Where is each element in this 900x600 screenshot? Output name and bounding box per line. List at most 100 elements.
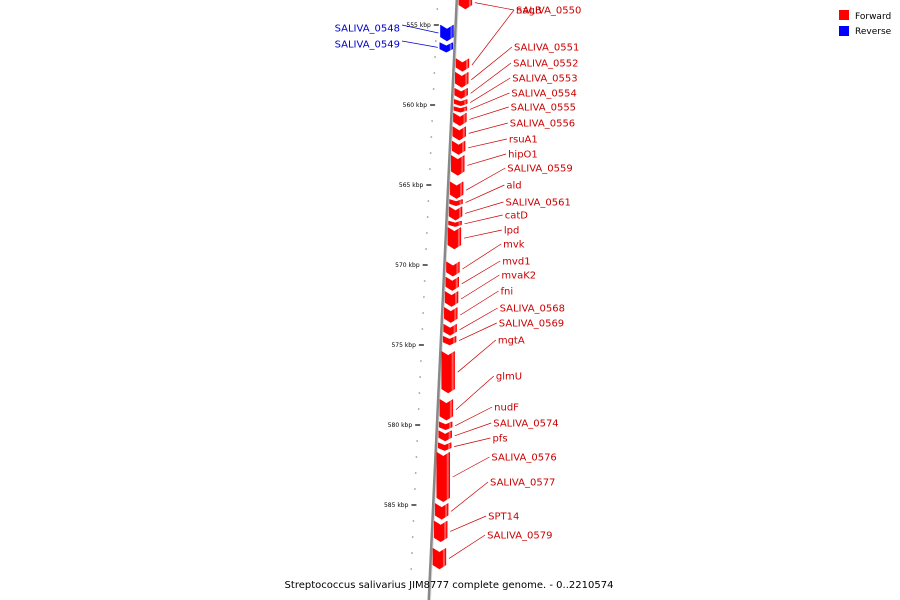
gene-arrow[interactable]: [455, 71, 469, 88]
tick-label: 580 kbp: [388, 422, 413, 429]
gene-arrow[interactable]: [437, 442, 452, 451]
gene-label[interactable]: glmU: [496, 372, 522, 383]
gene-shading: [460, 182, 463, 198]
label-leader: [460, 290, 499, 316]
gene-arrow[interactable]: [442, 335, 457, 346]
gene-arrow[interactable]: [453, 106, 468, 113]
gene-label[interactable]: rsuA1: [509, 135, 538, 146]
gene-label[interactable]: mvaK2: [501, 271, 536, 282]
gene-label[interactable]: hipO1: [508, 150, 538, 161]
gene-shading: [448, 431, 451, 440]
gene-label[interactable]: mvk: [503, 240, 525, 251]
gene-shading: [461, 156, 464, 175]
legend-forward-swatch: [839, 10, 849, 20]
gene-arrow[interactable]: [444, 306, 458, 323]
backbone-line: [427, 0, 459, 600]
label-leader: [470, 62, 512, 94]
gene-arrow[interactable]: [433, 520, 448, 543]
gene-arrow[interactable]: [451, 140, 466, 155]
label-leader: [474, 2, 515, 11]
gene-label[interactable]: SALIVA_0576: [491, 453, 556, 464]
gene-label[interactable]: SALIVA_0554: [511, 89, 576, 100]
gene-arrow[interactable]: [436, 451, 450, 503]
gene-shading: [455, 292, 458, 306]
tick-label: 575 kbp: [391, 342, 416, 349]
gene-arrow[interactable]: [438, 430, 452, 442]
gene-arrow[interactable]: [439, 42, 454, 53]
gene-shading: [453, 325, 456, 335]
gene-label[interactable]: SALIVA_0551: [514, 43, 579, 54]
gene-arrow[interactable]: [449, 181, 464, 199]
gene-arrow[interactable]: [441, 350, 455, 394]
label-leader: [469, 92, 510, 110]
gene-label[interactable]: nudF: [494, 403, 519, 414]
gene-shading: [445, 504, 448, 519]
gene-arrow[interactable]: [448, 206, 463, 221]
gene-arrow[interactable]: [446, 261, 460, 277]
gene-label[interactable]: SALIVA_0579: [487, 531, 552, 542]
gene-label[interactable]: SALIVA_0552: [513, 59, 578, 70]
gene-label[interactable]: SALIVA_0550: [516, 6, 581, 17]
gene-arrow[interactable]: [445, 276, 460, 291]
scale-ticks: 555 kbp 560 kbp 565 kbp 570 kbp 575 kbp 580 k…: [384, 8, 439, 570]
gene-label[interactable]: SALIVA_0577: [490, 478, 555, 489]
label-leader: [454, 406, 493, 427]
tick-label: 570 kbp: [395, 262, 420, 269]
gene-features: [432, 0, 473, 570]
label-leader: [471, 46, 513, 81]
label-leader: [460, 274, 500, 300]
gene-arrow[interactable]: [455, 58, 470, 72]
gene-arrow[interactable]: [454, 87, 468, 99]
gene-arrow[interactable]: [452, 126, 467, 141]
gene-label[interactable]: SPT14: [488, 512, 519, 523]
gene-label[interactable]: SALIVA_0556: [510, 119, 575, 130]
gene-arrow[interactable]: [434, 502, 449, 520]
gene-shading: [449, 400, 452, 420]
gene-label[interactable]: lpd: [504, 226, 519, 237]
gene-arrow[interactable]: [440, 24, 454, 42]
gene-arrow[interactable]: [439, 398, 454, 421]
gene-label[interactable]: catD: [505, 211, 529, 222]
gene-arrow[interactable]: [449, 199, 463, 207]
gene-label[interactable]: SALIVA_0574: [493, 419, 558, 430]
gene-label[interactable]: mvd1: [502, 257, 530, 268]
gene-label[interactable]: SALIVA_0568: [500, 304, 565, 315]
backbone-highlight: [430, 0, 459, 600]
label-leader: [448, 534, 486, 559]
gene-label[interactable]: SALIVA_0559: [507, 164, 572, 175]
gene-arrow[interactable]: [453, 99, 468, 107]
gene-label[interactable]: SALIVA_0555: [511, 103, 576, 114]
label-leader: [465, 167, 506, 191]
gene-arrow[interactable]: [443, 323, 457, 336]
label-leader: [464, 201, 504, 214]
gene-label[interactable]: nagB: [516, 6, 542, 17]
gene-label[interactable]: fni: [501, 287, 514, 298]
gene-arrow[interactable]: [432, 547, 447, 570]
gene-arrow[interactable]: [447, 226, 462, 250]
gene-shading: [444, 522, 447, 541]
gene-shading: [455, 278, 458, 290]
gene-arrow[interactable]: [451, 154, 465, 176]
gene-arrow[interactable]: [458, 0, 473, 10]
gene-shading: [459, 207, 462, 220]
gene-label[interactable]: pfs: [492, 434, 507, 445]
gene-label[interactable]: ald: [506, 181, 521, 192]
gene-label[interactable]: SALIVA_0549: [335, 40, 400, 51]
gene-label[interactable]: SALIVA_0561: [505, 198, 570, 209]
gene-label[interactable]: SALIVA_0553: [512, 74, 577, 85]
label-leader: [470, 77, 511, 103]
gene-arrow[interactable]: [453, 112, 467, 127]
gene-shading: [462, 142, 465, 154]
label-leader: [468, 122, 508, 134]
label-leader: [401, 24, 439, 34]
gene-arrow[interactable]: [438, 421, 453, 431]
gene-label[interactable]: SALIVA_0569: [499, 319, 564, 330]
gene-arrow[interactable]: [444, 290, 459, 307]
label-leader: [450, 515, 487, 532]
gene-shading: [464, 100, 467, 105]
gene-label[interactable]: SALIVA_0548: [335, 24, 400, 35]
gene-label[interactable]: mgtA: [498, 336, 525, 347]
gene-arrow[interactable]: [448, 220, 462, 227]
